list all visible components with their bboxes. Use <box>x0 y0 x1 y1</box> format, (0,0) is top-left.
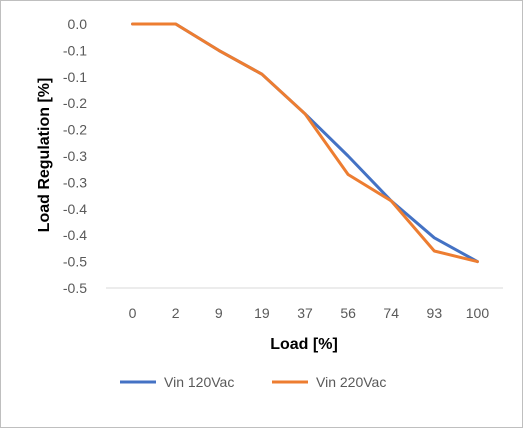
y-tick-label: -0.5 <box>63 254 87 270</box>
y-tick-label: -0.5 <box>63 280 87 296</box>
y-tick-label: -0.1 <box>63 69 87 85</box>
x-tick-label: 0 <box>129 305 137 321</box>
y-tick-labels: 0.0 -0.1 -0.1 -0.2 -0.2 -0.3 -0.3 -0.4 -0.4 -0.5 -… <box>63 16 87 296</box>
series-line-vin-220 <box>131 22 479 264</box>
y-tick-label: -0.2 <box>63 95 87 111</box>
x-tick-label: 56 <box>340 305 356 321</box>
y-tick-label: -0.4 <box>63 201 87 217</box>
x-tick-label: 74 <box>383 305 399 321</box>
x-tick-label: 2 <box>172 305 180 321</box>
y-tick-label: -0.2 <box>63 122 87 138</box>
y-tick-label: 0.0 <box>68 16 88 32</box>
y-tick-label: -0.1 <box>63 42 87 58</box>
y-tick-label: -0.4 <box>63 227 87 243</box>
x-tick-label: 19 <box>254 305 270 321</box>
legend: Vin 120Vac Vin 220Vac <box>120 374 386 390</box>
y-tick-label: -0.3 <box>63 174 87 190</box>
legend-label-vin-120: Vin 120Vac <box>164 374 234 390</box>
x-axis-title: Load [%] <box>270 336 338 353</box>
x-tick-label: 37 <box>297 305 313 321</box>
x-tick-labels: 0 2 9 19 37 56 74 93 100 <box>129 305 490 321</box>
x-tick-label: 9 <box>215 305 223 321</box>
series-line-vin-120 <box>131 22 479 264</box>
series-lines <box>131 22 479 264</box>
y-axis-title: Load Regulation [%] <box>36 78 53 233</box>
legend-label-vin-220: Vin 220Vac <box>316 374 386 390</box>
x-tick-label: 100 <box>466 305 490 321</box>
x-tick-label: 93 <box>427 305 443 321</box>
y-tick-label: -0.3 <box>63 148 87 164</box>
